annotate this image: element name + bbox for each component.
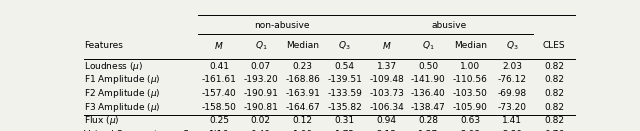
Text: -190.81: -190.81 xyxy=(243,102,278,111)
Text: -139.51: -139.51 xyxy=(327,75,362,84)
Text: -190.91: -190.91 xyxy=(243,89,278,98)
Text: 0.28: 0.28 xyxy=(419,116,438,125)
Text: 0.12: 0.12 xyxy=(292,116,313,125)
Text: 1.37: 1.37 xyxy=(376,62,397,71)
Text: F1 Amplitude ($\mu$): F1 Amplitude ($\mu$) xyxy=(84,73,161,86)
Text: -141.90: -141.90 xyxy=(411,75,446,84)
Text: 0.82: 0.82 xyxy=(544,89,564,98)
Text: 1.00: 1.00 xyxy=(460,62,481,71)
Text: Features: Features xyxy=(84,42,123,50)
Text: -193.20: -193.20 xyxy=(243,75,278,84)
Text: -105.90: -105.90 xyxy=(453,102,488,111)
Text: -168.86: -168.86 xyxy=(285,75,320,84)
Text: -136.40: -136.40 xyxy=(411,89,446,98)
Text: -133.59: -133.59 xyxy=(327,89,362,98)
Text: Voiced Segments per Second: Voiced Segments per Second xyxy=(84,130,216,131)
Text: 1.72: 1.72 xyxy=(335,130,355,131)
Text: CLES: CLES xyxy=(543,42,565,50)
Text: 1.37: 1.37 xyxy=(419,130,438,131)
Text: 2.03: 2.03 xyxy=(502,62,522,71)
Text: 0.94: 0.94 xyxy=(376,116,397,125)
Text: -103.73: -103.73 xyxy=(369,89,404,98)
Text: -161.61: -161.61 xyxy=(202,75,236,84)
Text: -69.98: -69.98 xyxy=(498,89,527,98)
Text: -157.40: -157.40 xyxy=(202,89,236,98)
Text: Loudness ($\mu$): Loudness ($\mu$) xyxy=(84,60,143,73)
Text: 0.63: 0.63 xyxy=(460,116,481,125)
Text: $M$: $M$ xyxy=(214,40,224,51)
Text: 0.76: 0.76 xyxy=(544,130,564,131)
Text: -110.56: -110.56 xyxy=(453,75,488,84)
Text: F3 Amplitude ($\mu$): F3 Amplitude ($\mu$) xyxy=(84,100,161,113)
Text: 2.08: 2.08 xyxy=(460,130,480,131)
Text: 0.41: 0.41 xyxy=(209,62,229,71)
Text: $Q_1$: $Q_1$ xyxy=(255,40,267,52)
Text: 1.00: 1.00 xyxy=(292,130,313,131)
Text: 0.54: 0.54 xyxy=(335,62,355,71)
Text: $Q_3$: $Q_3$ xyxy=(339,40,351,52)
Text: -103.50: -103.50 xyxy=(453,89,488,98)
Text: Median: Median xyxy=(286,42,319,50)
Text: $M$: $M$ xyxy=(382,40,391,51)
Text: abusive: abusive xyxy=(432,21,467,30)
Text: 0.82: 0.82 xyxy=(544,116,564,125)
Text: Median: Median xyxy=(454,42,487,50)
Text: 2.80: 2.80 xyxy=(502,130,522,131)
Text: F2 Amplitude ($\mu$): F2 Amplitude ($\mu$) xyxy=(84,87,161,100)
Text: $Q_3$: $Q_3$ xyxy=(506,40,518,52)
Text: -163.91: -163.91 xyxy=(285,89,320,98)
Text: -106.34: -106.34 xyxy=(369,102,404,111)
Text: -135.82: -135.82 xyxy=(327,102,362,111)
Text: 0.40: 0.40 xyxy=(251,130,271,131)
Text: Flux ($\mu$): Flux ($\mu$) xyxy=(84,114,120,127)
Text: -109.48: -109.48 xyxy=(369,75,404,84)
Text: 1.16: 1.16 xyxy=(209,130,229,131)
Text: $Q_1$: $Q_1$ xyxy=(422,40,435,52)
Text: 1.41: 1.41 xyxy=(502,116,522,125)
Text: 2.13: 2.13 xyxy=(376,130,397,131)
Text: 0.25: 0.25 xyxy=(209,116,229,125)
Text: 0.82: 0.82 xyxy=(544,75,564,84)
Text: 0.23: 0.23 xyxy=(292,62,313,71)
Text: -164.67: -164.67 xyxy=(285,102,320,111)
Text: non-abusive: non-abusive xyxy=(254,21,310,30)
Text: 0.07: 0.07 xyxy=(251,62,271,71)
Text: 0.02: 0.02 xyxy=(251,116,271,125)
Text: 0.31: 0.31 xyxy=(335,116,355,125)
Text: 0.82: 0.82 xyxy=(544,62,564,71)
Text: -76.12: -76.12 xyxy=(498,75,527,84)
Text: -138.47: -138.47 xyxy=(411,102,446,111)
Text: 0.50: 0.50 xyxy=(419,62,438,71)
Text: 0.82: 0.82 xyxy=(544,102,564,111)
Text: -158.50: -158.50 xyxy=(202,102,236,111)
Text: -73.20: -73.20 xyxy=(498,102,527,111)
